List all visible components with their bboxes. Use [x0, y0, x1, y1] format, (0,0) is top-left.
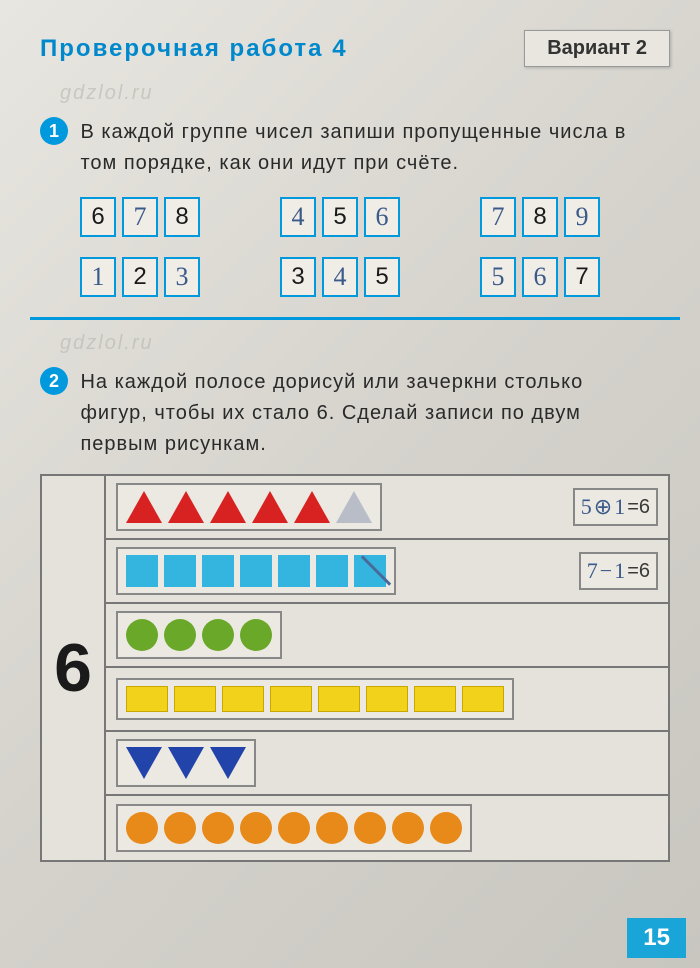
shape-rows: 5⊕1=6 7−1=6 [106, 476, 668, 860]
shape [414, 686, 456, 712]
task-2-text: На каждой полосе дорисуй или зачеркни ст… [80, 367, 650, 460]
shape [210, 747, 246, 779]
shape [430, 812, 462, 844]
shape-row: 7−1=6 [106, 540, 668, 604]
task-1: 1 В каждой группе чисел запиши пропущенн… [40, 117, 670, 297]
shape-strip [116, 547, 396, 595]
shape [294, 491, 330, 523]
number-cell: 8 [522, 197, 558, 237]
number-cell: 7 [122, 197, 158, 237]
watermark: gdzlol.ru [60, 82, 670, 105]
number-cell: 1 [80, 257, 116, 297]
number-group: 678 [80, 197, 200, 237]
shape [270, 686, 312, 712]
variant-tab: Вариант 2 [524, 30, 670, 67]
page-title: Проверочная работа 4 [40, 35, 348, 63]
shape [316, 555, 348, 587]
number-cell: 7 [564, 257, 600, 297]
shape [164, 812, 196, 844]
shape [354, 555, 386, 587]
shape [278, 812, 310, 844]
shape-row [106, 796, 668, 860]
number-cell: 9 [564, 197, 600, 237]
shape [168, 491, 204, 523]
shape-row: 5⊕1=6 [106, 476, 668, 540]
shape [126, 619, 158, 651]
shape [202, 812, 234, 844]
shape [126, 686, 168, 712]
shape [252, 491, 288, 523]
shape [164, 555, 196, 587]
shape [336, 491, 372, 523]
divider [30, 317, 680, 320]
page-number: 15 [627, 918, 686, 958]
task-2: 2 На каждой полосе дорисуй или зачеркни … [40, 367, 670, 862]
number-group: 567 [480, 257, 600, 297]
shape [174, 686, 216, 712]
number-groups: 678456789123345567 [80, 197, 670, 297]
number-cell: 4 [322, 257, 358, 297]
big-six: 6 [42, 476, 106, 860]
workbook-page: Проверочная работа 4 Вариант 2 gdzlol.ru… [0, 0, 700, 968]
shape-row [106, 604, 668, 668]
shape-strip [116, 611, 282, 659]
shape [354, 812, 386, 844]
shape [240, 555, 272, 587]
shape [202, 619, 234, 651]
shape [366, 686, 408, 712]
shape [316, 812, 348, 844]
number-group: 789 [480, 197, 600, 237]
shape [126, 812, 158, 844]
shape-strip [116, 804, 472, 852]
number-row: 123345567 [80, 257, 670, 297]
equation-box: 5⊕1=6 [573, 488, 658, 526]
task-number-badge: 1 [40, 117, 68, 145]
watermark: gdzlol.ru [60, 332, 670, 355]
header: Проверочная работа 4 Вариант 2 [40, 30, 670, 67]
number-cell: 5 [322, 197, 358, 237]
number-cell: 5 [480, 257, 516, 297]
shape [126, 555, 158, 587]
shapes-table: 6 5⊕1=6 7−1=6 [40, 474, 670, 862]
number-cell: 7 [480, 197, 516, 237]
task-1-text: В каждой группе чисел запиши пропущенные… [80, 117, 650, 179]
number-cell: 6 [80, 197, 116, 237]
shape-strip [116, 678, 514, 720]
shape [126, 491, 162, 523]
shape-strip [116, 483, 382, 531]
shape [210, 491, 246, 523]
number-cell: 6 [522, 257, 558, 297]
shape [222, 686, 264, 712]
shape-row [106, 732, 668, 796]
number-cell: 8 [164, 197, 200, 237]
shape-row [106, 668, 668, 732]
shape [168, 747, 204, 779]
number-cell: 5 [364, 257, 400, 297]
number-group: 345 [280, 257, 400, 297]
shape [392, 812, 424, 844]
shape [462, 686, 504, 712]
shape [164, 619, 196, 651]
number-cell: 6 [364, 197, 400, 237]
number-row: 678456789 [80, 197, 670, 237]
number-group: 456 [280, 197, 400, 237]
number-cell: 3 [280, 257, 316, 297]
shape [126, 747, 162, 779]
task-number-badge: 2 [40, 367, 68, 395]
shape [240, 619, 272, 651]
shape [240, 812, 272, 844]
shape [278, 555, 310, 587]
number-cell: 4 [280, 197, 316, 237]
number-cell: 2 [122, 257, 158, 297]
equation-box: 7−1=6 [579, 552, 658, 590]
shape [202, 555, 234, 587]
number-cell: 3 [164, 257, 200, 297]
number-group: 123 [80, 257, 200, 297]
shape-strip [116, 739, 256, 787]
shape [318, 686, 360, 712]
